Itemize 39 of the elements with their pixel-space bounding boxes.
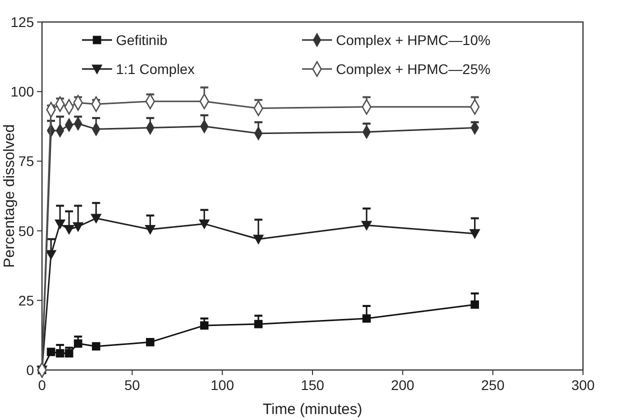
point [46,250,57,260]
y-tick-label: 125 [10,14,34,30]
point [470,300,479,309]
y-tick-label: 25 [18,292,34,308]
y-tick-label: 50 [18,222,34,239]
point [198,219,210,230]
point [72,222,84,232]
x-tick-label: 250 [481,377,505,393]
x-tick-label: 300 [571,377,595,393]
x-tick-label: 150 [300,377,324,393]
point [144,225,156,235]
x-tick-label: 50 [124,377,140,393]
y-tick-label: 0 [26,362,34,378]
point [64,349,74,358]
y-axis-title: Percentage dissolved [1,124,18,268]
x-tick-label: 200 [390,377,415,393]
point [90,214,102,224]
point [254,320,263,328]
y-tick-label: 75 [18,153,34,170]
x-axis-title: Time (minutes) [262,401,362,418]
point [200,321,208,330]
point [362,314,371,323]
point [361,220,372,231]
legend-label: Complex + HPMC—10% [336,32,490,48]
point [146,338,154,346]
point [56,349,64,358]
point [54,219,66,230]
point [92,342,100,351]
point [74,339,82,348]
point [46,348,56,356]
point [469,229,480,240]
y-tick-label: 100 [10,84,34,100]
point [252,234,264,245]
legend-label: Complex + HPMC—25% [336,61,490,77]
point [64,225,75,235]
legend-label: 1:1 Complex [116,61,195,77]
legend-label: Gefitinib [116,32,168,48]
x-tick-label: 100 [210,377,234,393]
x-tick-label: 0 [38,377,46,393]
